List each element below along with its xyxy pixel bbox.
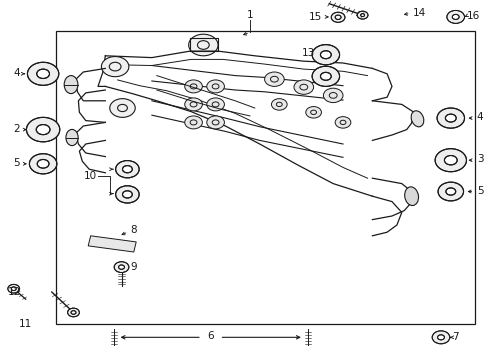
Circle shape [437,108,465,128]
Circle shape [207,116,224,129]
Text: 12: 12 [8,287,22,297]
Bar [56,31,475,324]
Circle shape [444,156,457,165]
Circle shape [335,117,351,128]
Text: 11: 11 [19,319,32,329]
Circle shape [320,51,331,59]
Text: 2: 2 [13,124,20,134]
Circle shape [331,12,345,22]
Text: 15: 15 [309,12,322,22]
Circle shape [357,11,368,19]
Circle shape [447,10,465,23]
Circle shape [36,125,50,135]
Circle shape [446,188,456,195]
Circle shape [320,72,331,80]
Circle shape [312,66,340,86]
Circle shape [435,149,466,172]
Circle shape [432,331,450,344]
Circle shape [26,117,60,142]
Text: 16: 16 [467,11,480,21]
Circle shape [452,14,459,19]
Circle shape [110,99,135,117]
Circle shape [306,107,321,118]
Circle shape [37,69,49,78]
Circle shape [68,308,79,317]
Text: 8: 8 [130,225,137,235]
Ellipse shape [405,187,418,206]
Circle shape [185,80,202,93]
Circle shape [335,15,341,19]
Circle shape [207,98,224,111]
Text: 9: 9 [130,262,137,272]
Circle shape [312,45,340,65]
Circle shape [11,287,16,291]
Circle shape [271,99,287,110]
Polygon shape [88,236,136,252]
Circle shape [27,62,59,85]
Circle shape [71,311,76,314]
Circle shape [438,182,464,201]
Circle shape [116,161,139,178]
Text: 10: 10 [84,171,97,181]
Circle shape [122,166,132,173]
Text: 6: 6 [207,331,214,341]
Text: 1: 1 [246,10,253,21]
Text: 14: 14 [413,8,426,18]
Ellipse shape [411,111,424,127]
Circle shape [8,284,20,293]
Ellipse shape [64,76,78,94]
Circle shape [445,114,456,122]
Text: 5: 5 [13,158,20,168]
Circle shape [189,34,218,56]
Circle shape [265,72,284,86]
Circle shape [323,88,343,103]
Circle shape [29,154,57,174]
Circle shape [185,116,202,129]
Text: 5: 5 [477,186,484,196]
Circle shape [185,98,202,111]
Circle shape [116,186,139,203]
Circle shape [119,265,124,269]
Text: 4: 4 [13,68,20,78]
Text: 4: 4 [477,112,484,122]
Circle shape [114,262,129,273]
Circle shape [361,14,365,17]
Circle shape [438,335,444,340]
Circle shape [37,159,49,168]
Circle shape [122,191,132,198]
Text: 13: 13 [302,48,316,58]
Circle shape [294,80,314,94]
Ellipse shape [66,130,78,145]
Circle shape [101,57,129,77]
Circle shape [207,80,224,93]
Text: 3: 3 [477,154,484,165]
Text: 7: 7 [452,332,459,342]
